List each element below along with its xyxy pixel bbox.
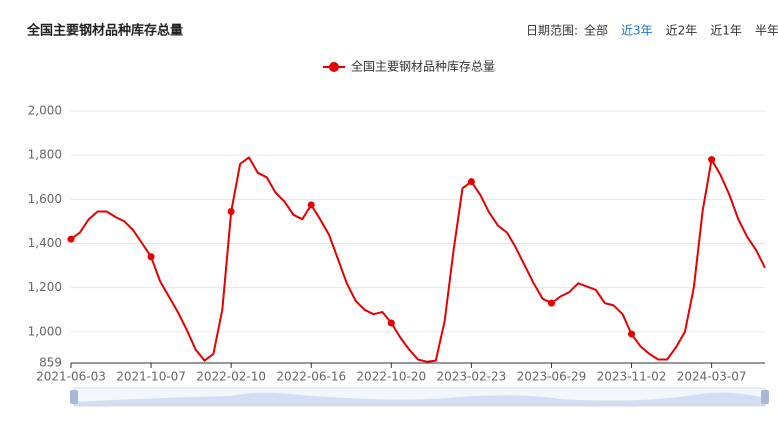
date-range: 日期范围: 全部 近3年 近2年 近1年 半年 (526, 23, 778, 38)
data-point (708, 156, 716, 164)
y-tick-label: 1,200 (28, 280, 62, 294)
y-tick-label: 1,400 (28, 236, 62, 250)
date-range-option[interactable]: 半年 (755, 24, 778, 38)
legend-label: 全国主要钢材品种库存总量 (351, 59, 495, 74)
date-range-option[interactable]: 近2年 (666, 24, 698, 38)
data-point (547, 299, 555, 307)
y-tick-label: 1,800 (28, 148, 62, 162)
data-point (307, 201, 315, 209)
data-point (227, 207, 235, 215)
x-tick-label: 2024-03-07 (677, 370, 747, 384)
y-tick-label: 859 (39, 356, 62, 370)
x-tick-label: 2023-11-02 (597, 370, 667, 384)
x-tick-label: 2021-10-07 (116, 370, 186, 384)
date-range-option[interactable]: 近3年 (621, 24, 653, 38)
date-range-option[interactable]: 全部 (584, 23, 608, 38)
x-tick-label: 2023-02-23 (437, 370, 507, 384)
zoom-preview (74, 392, 765, 406)
x-tick-label: 2021-06-03 (36, 370, 106, 384)
legend-marker (329, 62, 339, 72)
data-point (467, 178, 475, 186)
data-point (387, 319, 395, 327)
zoom-handle[interactable] (761, 390, 769, 404)
y-tick-label: 2,000 (28, 104, 62, 118)
data-point (628, 330, 636, 338)
data-line (70, 156, 766, 363)
date-range-option[interactable]: 近1年 (710, 24, 742, 38)
data-point (67, 235, 75, 243)
y-tick-label: 1,600 (28, 192, 62, 206)
x-tick-label: 2023-06-29 (517, 370, 587, 384)
x-tick-label: 2022-06-16 (276, 370, 346, 384)
zoom-handle[interactable] (70, 390, 78, 404)
x-tick-label: 2022-10-20 (356, 370, 426, 384)
date-range-label: 日期范围: (526, 24, 578, 38)
y-tick-label: 1,000 (28, 324, 62, 338)
data-point (147, 253, 155, 261)
chart-title: 全国主要钢材品种库存总量 (26, 23, 183, 39)
x-tick-label: 2022-02-10 (196, 370, 266, 384)
